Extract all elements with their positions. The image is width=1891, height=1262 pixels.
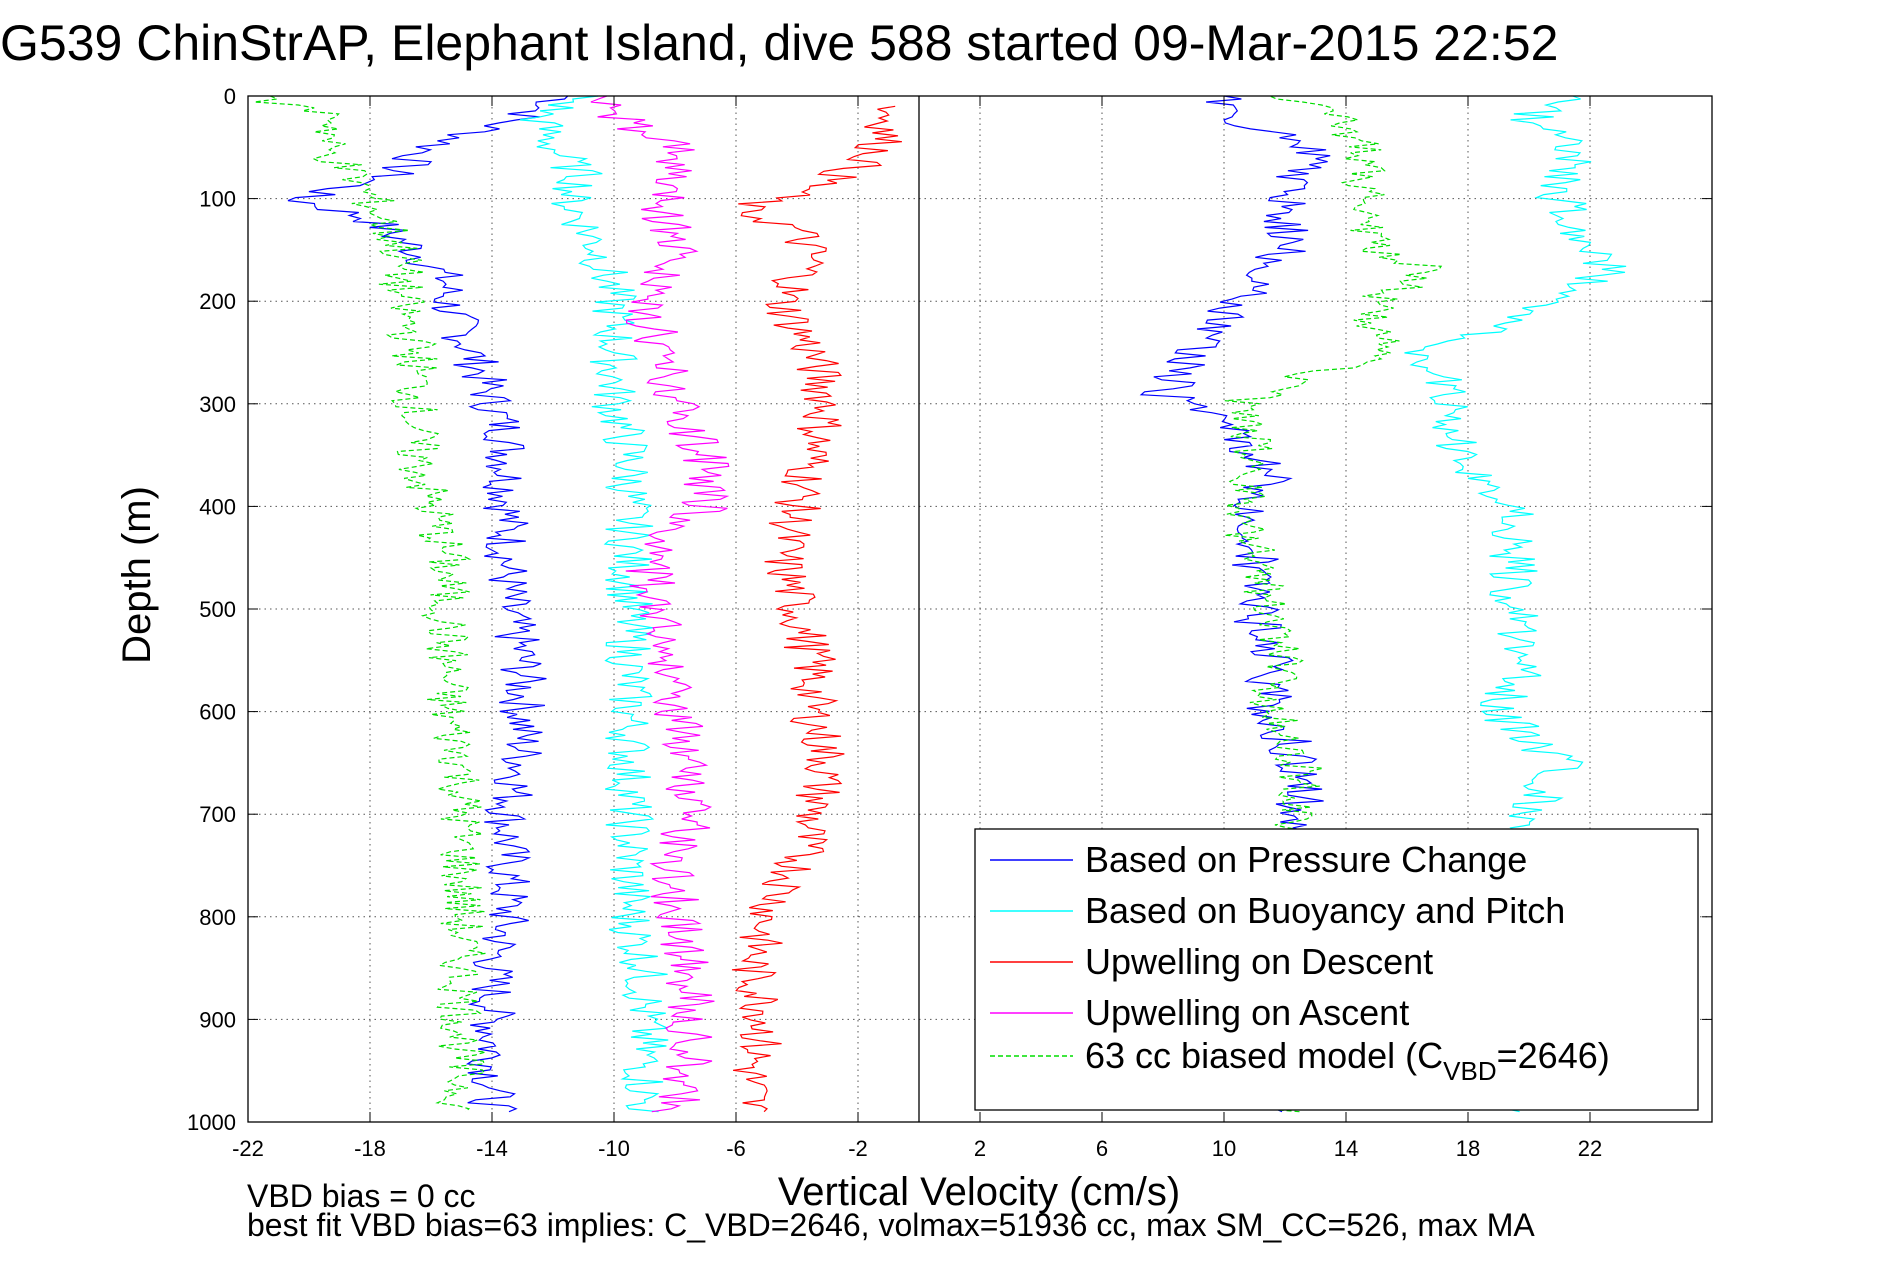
axes bbox=[247, 95, 1713, 1123]
y-tick-label-3: 300 bbox=[199, 392, 236, 417]
series-2-descent-line bbox=[731, 105, 902, 1113]
chart-title: G539 ChinStrAP, Elephant Island, dive 58… bbox=[0, 15, 1558, 71]
x-tick-label-11: 22 bbox=[1578, 1136, 1602, 1161]
y-tick-labels: 0 100 200 300 400 500 600 700 800 900 1000 bbox=[187, 84, 236, 1135]
x-tick-label-2: -14 bbox=[476, 1136, 508, 1161]
legend-label-1: Based on Buoyancy and Pitch bbox=[1085, 890, 1565, 931]
legend: Based on Pressure Change Based on Buoyanc… bbox=[974, 828, 1699, 1111]
x-tick-label-10: 18 bbox=[1456, 1136, 1480, 1161]
y-tick-label-9: 900 bbox=[199, 1007, 236, 1032]
y-tick-label-7: 700 bbox=[199, 802, 236, 827]
x-tick-label-3: -10 bbox=[598, 1136, 630, 1161]
series-0-descent-line bbox=[287, 95, 569, 1113]
y-axis-label: Depth (m) bbox=[115, 486, 159, 664]
legend-label-2: Upwelling on Descent bbox=[1085, 941, 1433, 982]
legend-label-3: Upwelling on Ascent bbox=[1085, 992, 1409, 1033]
y-tick-label-0: 0 bbox=[224, 84, 236, 109]
series-1-descent-line bbox=[519, 95, 669, 1113]
legend-box bbox=[974, 828, 1699, 1111]
y-tick-label-1: 100 bbox=[199, 187, 236, 212]
x-tick-label-6: 2 bbox=[974, 1136, 986, 1161]
series-4-descent-line bbox=[254, 95, 486, 1113]
y-tick-label-10: 1000 bbox=[187, 1110, 236, 1135]
footnote-vbd-bias: VBD bias = 0 cc bbox=[247, 1178, 476, 1214]
y-tick-label-2: 200 bbox=[199, 289, 236, 314]
legend-label-0: Based on Pressure Change bbox=[1085, 839, 1527, 880]
y-tick-label-6: 600 bbox=[199, 700, 236, 725]
footnote-best-fit: best fit VBD bias=63 implies: C_VBD=2646… bbox=[247, 1207, 1535, 1243]
series-2 bbox=[731, 105, 902, 1113]
y-tick-label-8: 800 bbox=[199, 905, 236, 930]
x-tick-label-7: 6 bbox=[1096, 1136, 1108, 1161]
y-tick-label-4: 400 bbox=[199, 494, 236, 519]
series-3 bbox=[590, 95, 730, 1113]
x-tick-label-5: -2 bbox=[848, 1136, 868, 1161]
x-tick-label-0: -22 bbox=[232, 1136, 264, 1161]
x-tick-label-9: 14 bbox=[1334, 1136, 1358, 1161]
x-tick-labels: -22 -18 -14 -10 -6 -2 2 6 10 14 18 22 bbox=[232, 1136, 1602, 1161]
x-tick-label-8: 10 bbox=[1212, 1136, 1236, 1161]
y-tick-label-5: 500 bbox=[199, 597, 236, 622]
x-axis-label: Vertical Velocity (cm/s) bbox=[778, 1170, 1180, 1214]
x-tick-label-1: -18 bbox=[354, 1136, 386, 1161]
series-3-ascent-line bbox=[590, 95, 730, 1113]
x-tick-label-4: -6 bbox=[726, 1136, 746, 1161]
